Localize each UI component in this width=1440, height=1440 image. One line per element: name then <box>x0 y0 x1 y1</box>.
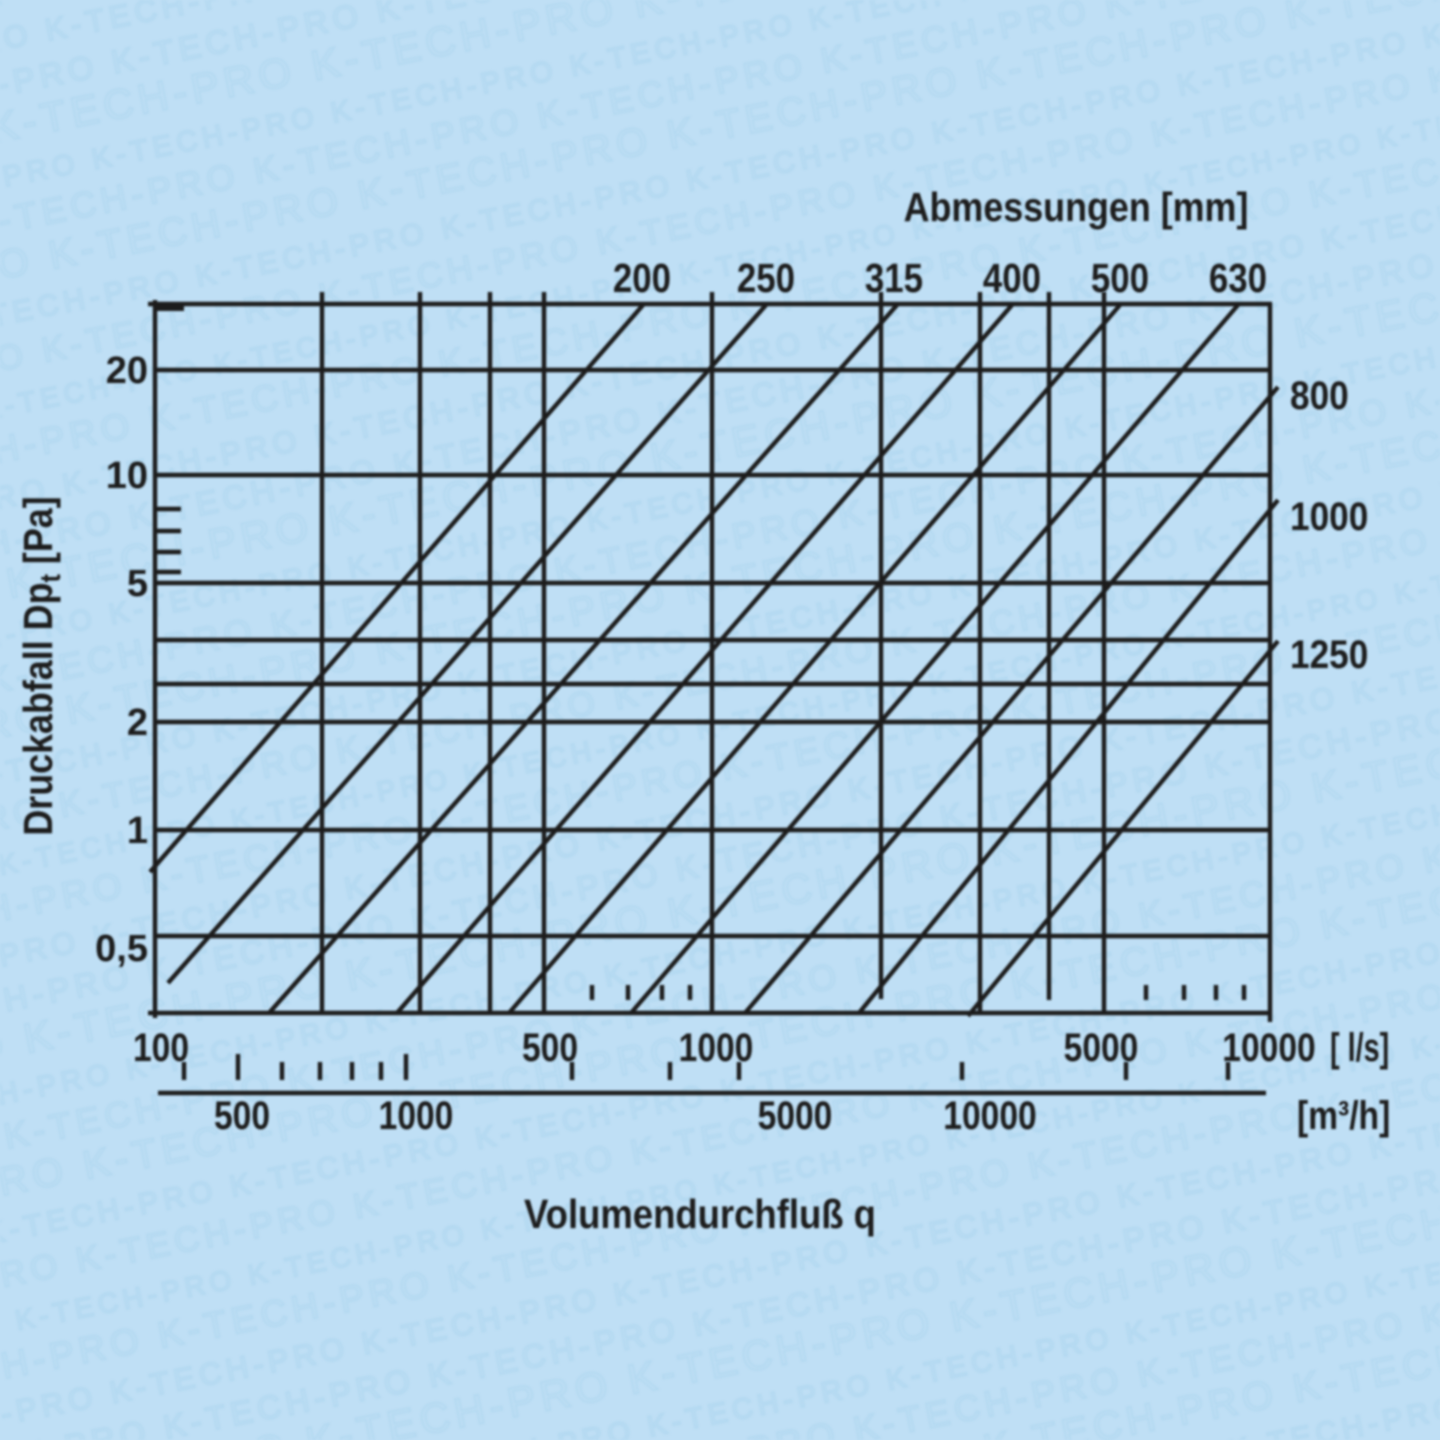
svg-text:5: 5 <box>127 563 148 605</box>
svg-text:800: 800 <box>1290 373 1349 418</box>
svg-text:250: 250 <box>737 256 795 301</box>
svg-text:1000: 1000 <box>1290 494 1368 539</box>
svg-text:500: 500 <box>214 1093 270 1137</box>
svg-text:10: 10 <box>106 455 148 497</box>
svg-text:1250: 1250 <box>1290 632 1368 677</box>
svg-text:630: 630 <box>1209 256 1267 301</box>
svg-text:500: 500 <box>522 1025 578 1069</box>
svg-text:5000: 5000 <box>1064 1025 1139 1069</box>
svg-text:1000: 1000 <box>679 1025 754 1069</box>
svg-text:[m³/h]: [m³/h] <box>1297 1093 1390 1137</box>
svg-text:5000: 5000 <box>758 1093 833 1137</box>
svg-text:315: 315 <box>865 256 923 301</box>
svg-text:10000: 10000 <box>943 1093 1036 1137</box>
svg-text:200: 200 <box>613 256 671 301</box>
svg-text:1000: 1000 <box>379 1093 454 1137</box>
svg-text:500: 500 <box>1091 256 1149 301</box>
svg-text:[ l/s]: [ l/s] <box>1330 1025 1389 1070</box>
svg-text:20: 20 <box>106 350 148 392</box>
svg-text:Volumendurchfluß q: Volumendurchfluß q <box>524 1192 876 1237</box>
svg-text:Druckabfall Dpt [Pa]: Druckabfall Dpt [Pa] <box>16 496 67 835</box>
svg-text:0,5: 0,5 <box>95 928 148 970</box>
svg-text:10000: 10000 <box>1222 1025 1315 1069</box>
svg-text:1: 1 <box>127 810 148 852</box>
svg-text:Abmessungen [mm]: Abmessungen [mm] <box>904 185 1249 231</box>
svg-text:2: 2 <box>127 702 148 744</box>
svg-text:400: 400 <box>983 256 1041 301</box>
svg-text:100: 100 <box>133 1025 189 1069</box>
